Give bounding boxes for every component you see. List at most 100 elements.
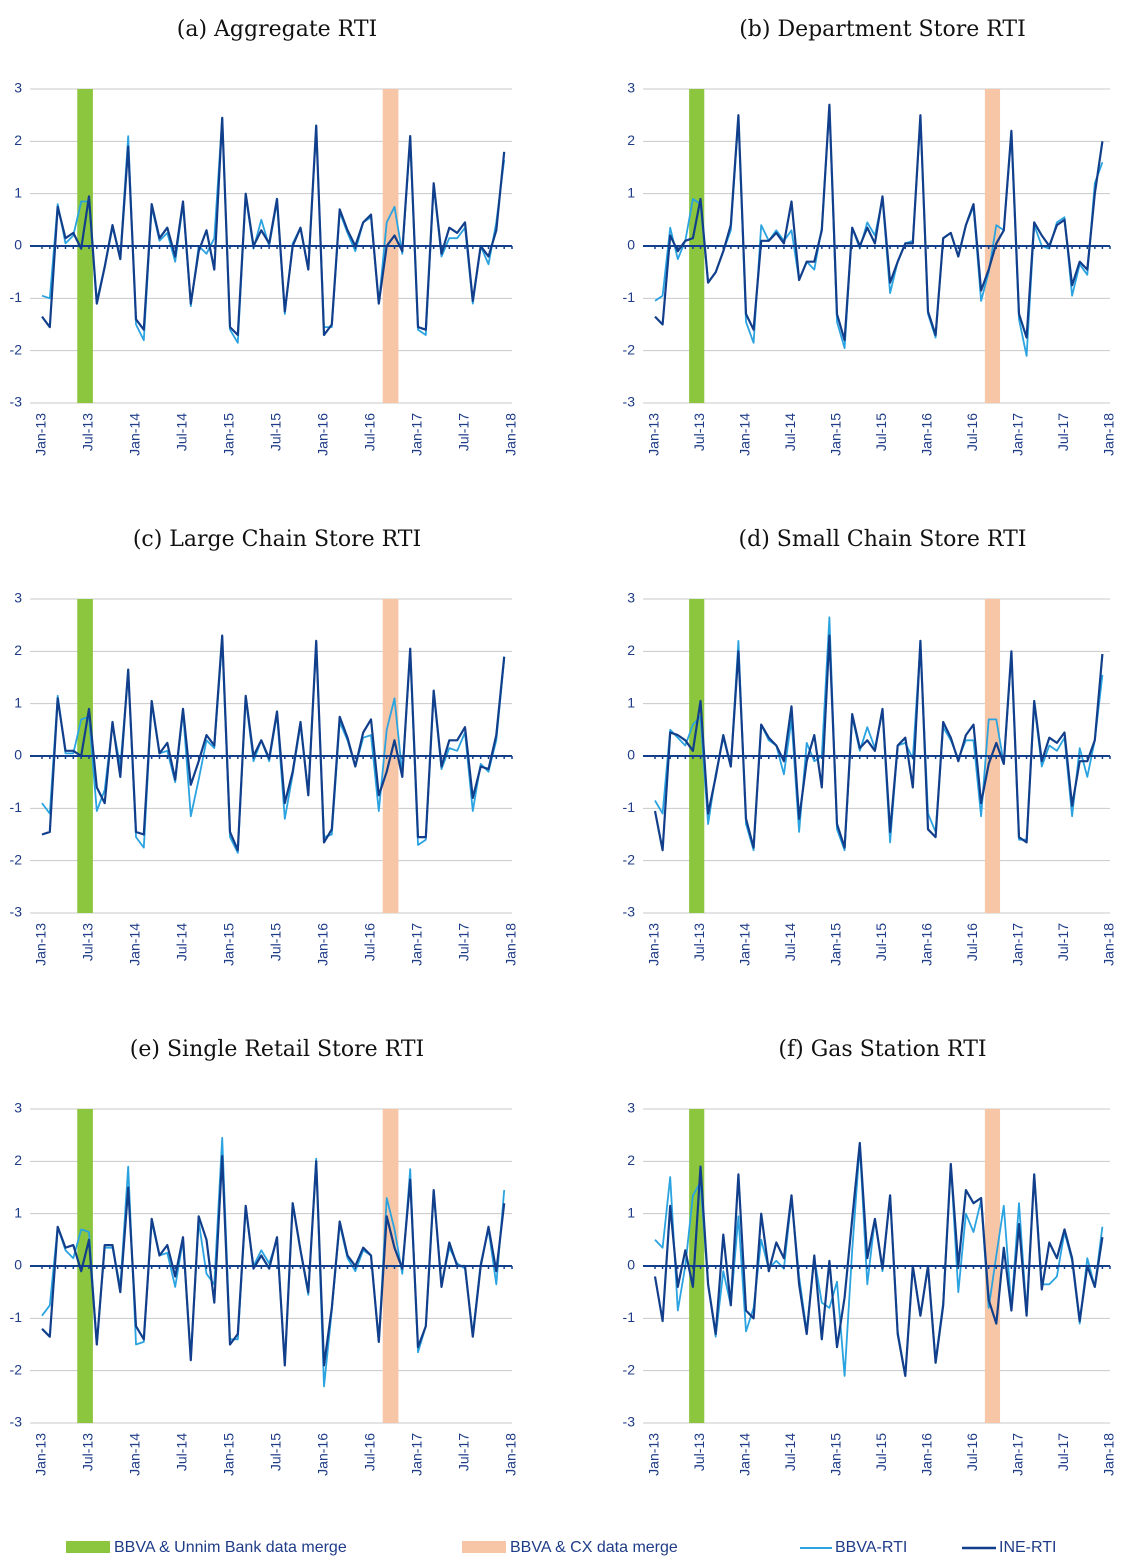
y-tick-label: 1 bbox=[627, 694, 635, 710]
y-tick-label: 1 bbox=[14, 694, 22, 710]
x-tick-label: Jan-16 bbox=[315, 1433, 331, 1476]
chart-title: (f) Gas Station RTI bbox=[778, 1037, 986, 1062]
series-line bbox=[654, 106, 1104, 357]
x-tick-label: Jan-14 bbox=[127, 1433, 143, 1476]
x-tick-label: Jul-15 bbox=[268, 1433, 284, 1471]
x-tick-label: Jul-13 bbox=[691, 923, 707, 961]
x-tick-label: Jan-17 bbox=[1010, 413, 1026, 456]
x-tick-label: Jan-13 bbox=[646, 413, 662, 456]
legend-label: BBVA & Unnim Bank data merge bbox=[114, 1539, 347, 1556]
y-tick-label: 0 bbox=[627, 237, 635, 253]
x-tick-label: Jul-15 bbox=[873, 1433, 889, 1471]
x-tick-label: Jan-17 bbox=[409, 413, 425, 456]
panel: (e) Single Retail Store RTI -3 -2 -1 0 1 2 3 Jan… bbox=[10, 1037, 519, 1476]
x-tick-label: Jan-15 bbox=[221, 1433, 237, 1476]
x-tick-label: Jul-17 bbox=[456, 1433, 472, 1471]
y-tick-label: -2 bbox=[10, 1361, 23, 1377]
series-line bbox=[41, 640, 506, 854]
y-tick-label: -2 bbox=[623, 1361, 636, 1377]
x-tick-label: Jul-17 bbox=[456, 413, 472, 451]
x-tick-label: Jan-17 bbox=[409, 923, 425, 966]
y-tick-label: -1 bbox=[10, 799, 23, 815]
x-tick-label: Jan-13 bbox=[33, 413, 49, 456]
x-tick-label: Jan-16 bbox=[919, 1433, 935, 1476]
x-tick-label: Jul-15 bbox=[268, 923, 284, 961]
chart-title: (a) Aggregate RTI bbox=[177, 17, 377, 42]
y-tick-label: 3 bbox=[14, 1100, 22, 1116]
x-tick-label: Jan-15 bbox=[828, 1433, 844, 1476]
y-tick-label: -1 bbox=[623, 289, 636, 305]
y-tick-label: 1 bbox=[14, 184, 22, 200]
y-tick-label: -1 bbox=[623, 1309, 636, 1325]
x-tick-label: Jul-16 bbox=[964, 413, 980, 451]
x-tick-label: Jul-17 bbox=[1055, 923, 1071, 961]
legend: BBVA & Unnim Bank data merge BBVA & CX d… bbox=[66, 1539, 1056, 1556]
panel: (b) Department Store RTI -3 -2 -1 0 1 2 3 Jan-13… bbox=[623, 17, 1117, 456]
y-tick-label: -2 bbox=[623, 851, 636, 867]
x-tick-label: Jul-14 bbox=[174, 1433, 190, 1471]
chart-title: (e) Single Retail Store RTI bbox=[130, 1037, 424, 1062]
y-tick-label: -3 bbox=[10, 394, 23, 410]
x-tick-label: Jan-14 bbox=[127, 413, 143, 456]
x-tick-label: Jan-16 bbox=[315, 413, 331, 456]
legend-swatch bbox=[66, 1541, 110, 1553]
y-tick-label: -1 bbox=[10, 289, 23, 305]
x-tick-label: Jan-18 bbox=[1101, 923, 1117, 966]
x-tick-label: Jul-15 bbox=[873, 923, 889, 961]
x-tick-label: Jan-15 bbox=[828, 923, 844, 966]
x-tick-label: Jul-13 bbox=[80, 413, 96, 451]
chart-title: (b) Department Store RTI bbox=[739, 17, 1026, 42]
x-tick-label: Jan-14 bbox=[127, 923, 143, 966]
y-tick-label: -2 bbox=[10, 341, 23, 357]
series-line bbox=[41, 634, 506, 852]
x-tick-label: Jul-16 bbox=[964, 1433, 980, 1471]
y-tick-label: -3 bbox=[10, 904, 23, 920]
series-line bbox=[653, 1141, 1104, 1377]
x-tick-label: Jan-17 bbox=[409, 1433, 425, 1476]
chart-title: (d) Small Chain Store RTI bbox=[739, 527, 1027, 552]
y-tick-label: 2 bbox=[627, 132, 635, 148]
y-tick-label: 3 bbox=[627, 80, 635, 96]
chart-title: (c) Large Chain Store RTI bbox=[133, 527, 421, 552]
y-tick-label: 0 bbox=[14, 747, 22, 763]
x-tick-label: Jul-16 bbox=[362, 1433, 378, 1471]
panel: (c) Large Chain Store RTI -3 -2 -1 0 1 2 3 Jan-1… bbox=[10, 527, 519, 966]
y-tick-label: 1 bbox=[14, 1204, 22, 1220]
y-tick-label: 0 bbox=[627, 1257, 635, 1273]
x-tick-label: Jul-16 bbox=[362, 923, 378, 961]
y-tick-label: 3 bbox=[627, 590, 635, 606]
y-tick-label: 2 bbox=[14, 642, 22, 658]
y-tick-label: 0 bbox=[14, 1257, 22, 1273]
x-tick-label: Jan-13 bbox=[33, 1433, 49, 1476]
x-tick-label: Jan-13 bbox=[646, 923, 662, 966]
x-tick-label: Jan-18 bbox=[503, 1433, 519, 1476]
x-tick-label: Jan-15 bbox=[828, 413, 844, 456]
series-line bbox=[41, 1155, 506, 1367]
y-tick-label: -2 bbox=[623, 341, 636, 357]
y-tick-label: 2 bbox=[14, 132, 22, 148]
y-tick-label: 3 bbox=[14, 590, 22, 606]
x-tick-label: Jan-17 bbox=[1010, 923, 1026, 966]
x-tick-label: Jul-15 bbox=[873, 413, 889, 451]
y-tick-label: -2 bbox=[10, 851, 23, 867]
x-tick-label: Jan-17 bbox=[1010, 1433, 1026, 1476]
y-tick-label: 0 bbox=[14, 237, 22, 253]
x-tick-label: Jan-14 bbox=[737, 413, 753, 456]
x-tick-label: Jul-14 bbox=[782, 1433, 798, 1471]
y-tick-label: 3 bbox=[627, 1100, 635, 1116]
y-tick-label: 2 bbox=[627, 1152, 635, 1168]
x-tick-label: Jan-16 bbox=[919, 923, 935, 966]
y-tick-label: -3 bbox=[623, 394, 636, 410]
y-tick-label: -1 bbox=[10, 1309, 23, 1325]
x-tick-label: Jul-15 bbox=[268, 413, 284, 451]
y-tick-label: 1 bbox=[627, 184, 635, 200]
legend-label: BBVA-RTI bbox=[835, 1539, 907, 1556]
panel: (f) Gas Station RTI -3 -2 -1 0 1 2 3 Jan-13 Jul-1… bbox=[623, 1037, 1117, 1476]
x-tick-label: Jul-17 bbox=[456, 923, 472, 961]
y-tick-label: -3 bbox=[10, 1414, 23, 1430]
series-line bbox=[654, 103, 1104, 342]
series-line bbox=[41, 1136, 506, 1388]
panel: (a) Aggregate RTI -3 -2 -1 0 1 2 3 Jan-13 Jul-13 J… bbox=[10, 17, 519, 456]
